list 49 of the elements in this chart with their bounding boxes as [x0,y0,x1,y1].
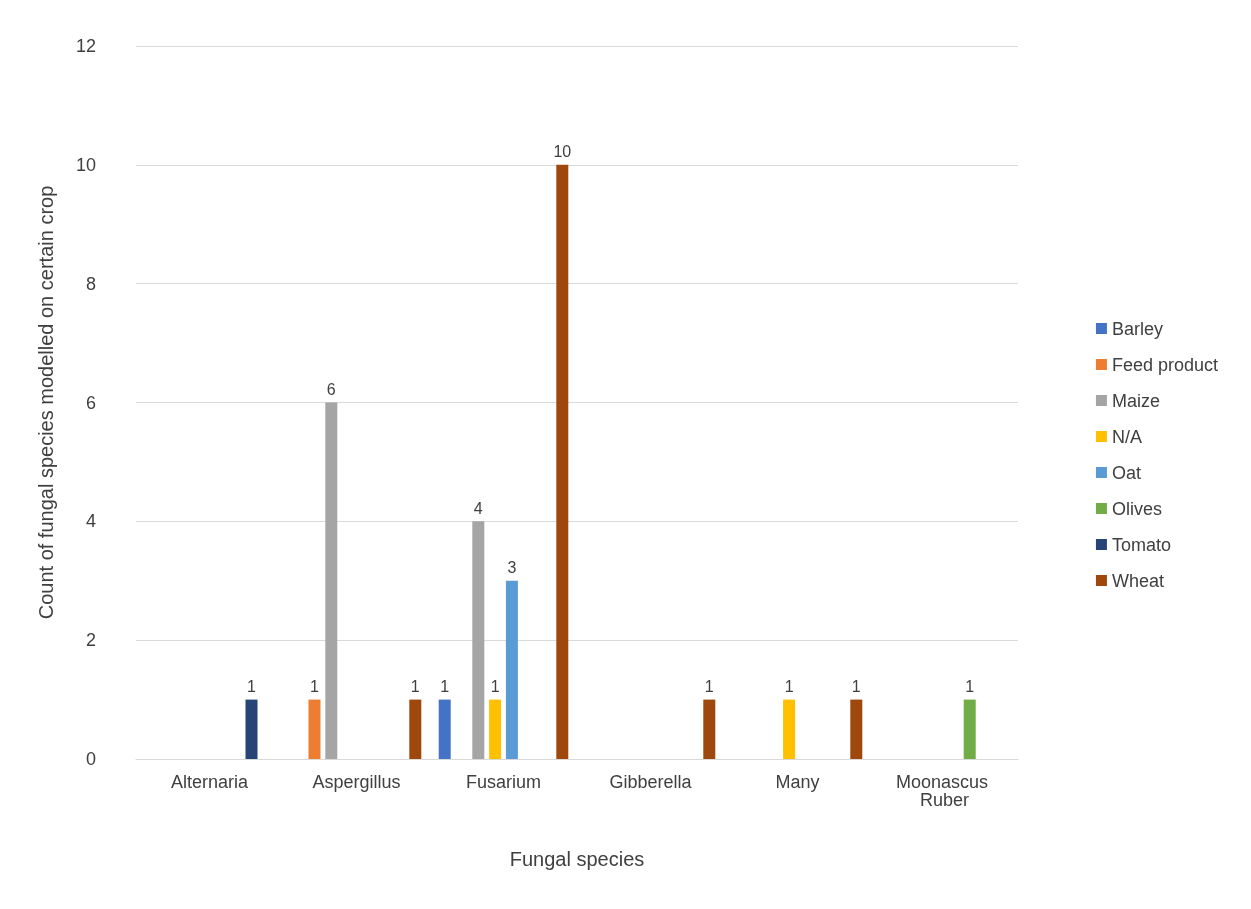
data-label: 6 [326,381,336,398]
bar [505,580,518,759]
y-tick-label: 12 [75,36,96,56]
data-label: 1 [440,678,450,696]
y-tick-label: 0 [85,749,96,769]
legend-label: Tomato [1111,534,1171,555]
x-tick-label: Moonascus Ruber [895,772,994,810]
bar [325,402,338,759]
data-label: 1 [410,678,420,696]
x-tick-label: Fusarium [465,772,542,792]
bar [489,699,502,759]
x-tick-label: Many [775,772,820,792]
bar [963,699,976,759]
data-label: 1 [851,678,861,696]
data-label: 1 [490,678,500,696]
data-label: 4 [473,499,483,517]
y-tick-label: 2 [85,630,96,651]
y-axis-title: Count of fungal species modelled on certain crop [35,185,57,620]
legend-label: N/A [1111,426,1142,447]
bar [438,699,451,759]
data-label: 1 [965,678,975,696]
x-axis-title: Fungal species [509,848,645,870]
x-tick-label: Gibberella [609,772,693,792]
y-tick-label: 4 [85,511,96,532]
data-label: 1 [310,678,320,696]
bar [409,699,422,759]
x-tick-label: Alternaria [170,772,249,792]
legend-label: Maize [1111,390,1160,411]
legend-label: Feed product [1111,354,1219,375]
legend-label: Barley [1111,318,1163,339]
y-tick-label: 6 [85,392,96,413]
bar [556,164,569,759]
bar [850,699,863,759]
data-label: 1 [247,678,257,696]
y-tick-label: 10 [75,154,96,175]
data-label: 3 [507,559,517,577]
data-label: 1 [784,678,794,696]
y-tick-label: 8 [85,273,96,294]
bar [308,699,321,759]
legend-label: Olives [1111,498,1162,519]
bar [703,699,716,759]
x-tick-label: Aspergillus [312,772,401,792]
data-label: 10 [553,143,572,161]
bar [245,699,258,759]
bar [472,521,485,759]
legend-label: Wheat [1111,570,1164,591]
bar [783,699,796,759]
legend-label: Oat [1111,462,1141,483]
data-label: 1 [704,678,714,696]
